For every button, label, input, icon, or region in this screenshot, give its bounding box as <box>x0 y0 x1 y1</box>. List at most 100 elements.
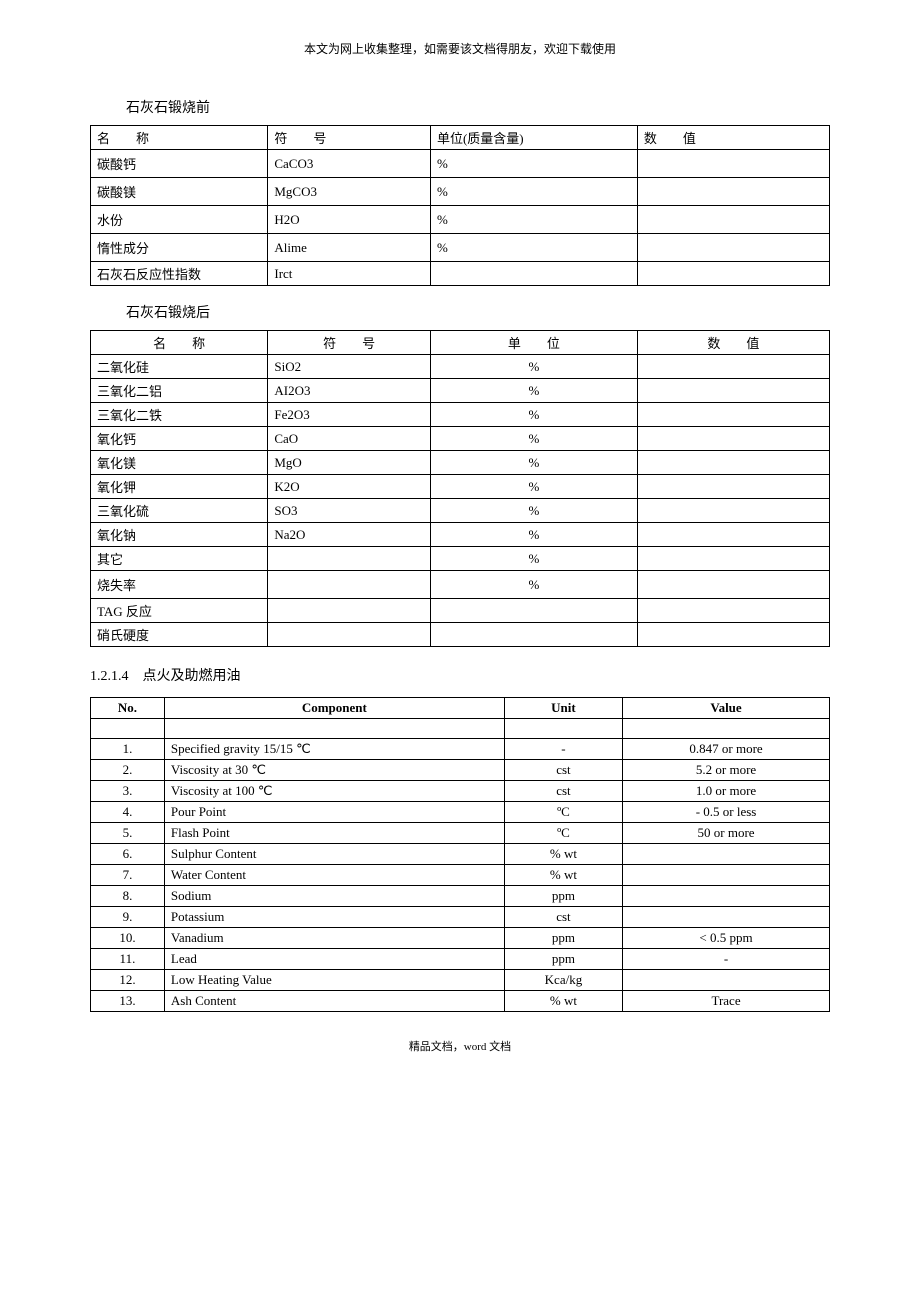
cell-value <box>637 623 829 647</box>
col-name: 名 称 <box>91 331 268 355</box>
table-oil: No. Component Unit Value 1.Specified gra… <box>90 697 830 1012</box>
cell-name: 碳酸镁 <box>91 178 268 206</box>
table-row: 三氧化硫SO3% <box>91 499 830 523</box>
cell-name: 其它 <box>91 547 268 571</box>
table-limestone-after: 名 称 符 号 单 位 数 值 二氧化硅SiO2% 三氧化二铝AI2O3% 三氧… <box>90 330 830 647</box>
cell-symbol: Fe2O3 <box>268 403 431 427</box>
cell-name: 二氧化硅 <box>91 355 268 379</box>
col-unit: 单位(质量含量) <box>430 126 637 150</box>
cell-component: Low Heating Value <box>164 970 504 991</box>
col-symbol: 符 号 <box>268 126 431 150</box>
cell-unit: ppm <box>504 886 622 907</box>
cell-no <box>91 719 165 739</box>
cell-component: Ash Content <box>164 991 504 1012</box>
table-header-row: 名 称 符 号 单 位 数 值 <box>91 331 830 355</box>
table-row: 13.Ash Content% wtTrace <box>91 991 830 1012</box>
cell-unit: % wt <box>504 844 622 865</box>
cell-name: 石灰石反应性指数 <box>91 262 268 286</box>
cell-value: - <box>623 949 830 970</box>
cell-no: 2. <box>91 760 165 781</box>
cell-name: 氧化镁 <box>91 451 268 475</box>
table-row: 10.Vanadiumppm< 0.5 ppm <box>91 928 830 949</box>
cell-unit: % <box>430 547 637 571</box>
cell-unit: % wt <box>504 991 622 1012</box>
cell-symbol: Irct <box>268 262 431 286</box>
table-row: 9.Potassiumcst <box>91 907 830 928</box>
cell-name: TAG 反应 <box>91 599 268 623</box>
table-row: 氧化钠Na2O% <box>91 523 830 547</box>
cell-symbol <box>268 623 431 647</box>
cell-no: 7. <box>91 865 165 886</box>
cell-value <box>637 262 829 286</box>
cell-value: 50 or more <box>623 823 830 844</box>
cell-value: 0.847 or more <box>623 739 830 760</box>
cell-unit: ºC <box>504 823 622 844</box>
cell-symbol: CaCO3 <box>268 150 431 178</box>
table-row: 碳酸镁 MgCO3 % <box>91 178 830 206</box>
table-row: 硝氏硬度 <box>91 623 830 647</box>
cell-symbol: SiO2 <box>268 355 431 379</box>
cell-no: 6. <box>91 844 165 865</box>
cell-value: 5.2 or more <box>623 760 830 781</box>
footer-note: 精品文档，word 文档 <box>90 1038 830 1054</box>
cell-component: Potassium <box>164 907 504 928</box>
cell-unit: % <box>430 150 637 178</box>
cell-no: 5. <box>91 823 165 844</box>
table-header-row: 名 称 符 号 单位(质量含量) 数 值 <box>91 126 830 150</box>
cell-no: 1. <box>91 739 165 760</box>
col-name: 名 称 <box>91 126 268 150</box>
cell-component: Vanadium <box>164 928 504 949</box>
cell-value <box>637 499 829 523</box>
cell-no: 8. <box>91 886 165 907</box>
cell-value <box>637 427 829 451</box>
cell-symbol <box>268 599 431 623</box>
cell-value <box>637 355 829 379</box>
cell-name: 氧化钠 <box>91 523 268 547</box>
cell-unit <box>504 719 622 739</box>
table-row: 碳酸钙 CaCO3 % <box>91 150 830 178</box>
cell-symbol <box>268 547 431 571</box>
section2-title: 石灰石锻烧后 <box>126 302 830 322</box>
section3-heading: 1.2.1.4 点火及助燃用油 <box>90 665 830 685</box>
table-row: 氧化钙CaO% <box>91 427 830 451</box>
cell-unit: cst <box>504 781 622 802</box>
table-row: 12.Low Heating ValueKca/kg <box>91 970 830 991</box>
col-no: No. <box>91 698 165 719</box>
cell-name: 三氧化二铝 <box>91 379 268 403</box>
cell-unit: % <box>430 206 637 234</box>
table-header-row: No. Component Unit Value <box>91 698 830 719</box>
table-row: 6.Sulphur Content% wt <box>91 844 830 865</box>
col-value: 数 值 <box>637 331 829 355</box>
cell-unit: % <box>430 379 637 403</box>
cell-symbol: MgCO3 <box>268 178 431 206</box>
cell-no: 9. <box>91 907 165 928</box>
cell-name: 氧化钙 <box>91 427 268 451</box>
cell-unit <box>430 623 637 647</box>
cell-name: 三氧化硫 <box>91 499 268 523</box>
table-row: TAG 反应 <box>91 599 830 623</box>
table-row: 1.Specified gravity 15/15 ℃-0.847 or mor… <box>91 739 830 760</box>
table-row <box>91 719 830 739</box>
cell-symbol <box>268 571 431 599</box>
cell-name: 三氧化二铁 <box>91 403 268 427</box>
cell-no: 12. <box>91 970 165 991</box>
table-row: 三氧化二铁Fe2O3% <box>91 403 830 427</box>
cell-value: < 0.5 ppm <box>623 928 830 949</box>
cell-unit: % <box>430 178 637 206</box>
cell-value <box>623 907 830 928</box>
table-row: 8.Sodiumppm <box>91 886 830 907</box>
cell-value <box>623 844 830 865</box>
table-row: 其它% <box>91 547 830 571</box>
table-row: 11.Leadppm- <box>91 949 830 970</box>
cell-unit: % wt <box>504 865 622 886</box>
table-row: 二氧化硅SiO2% <box>91 355 830 379</box>
cell-unit: % <box>430 571 637 599</box>
cell-symbol: K2O <box>268 475 431 499</box>
cell-name: 碳酸钙 <box>91 150 268 178</box>
cell-value <box>623 886 830 907</box>
cell-name: 氧化钾 <box>91 475 268 499</box>
cell-value <box>637 451 829 475</box>
cell-value <box>637 178 829 206</box>
cell-component <box>164 719 504 739</box>
cell-symbol: AI2O3 <box>268 379 431 403</box>
